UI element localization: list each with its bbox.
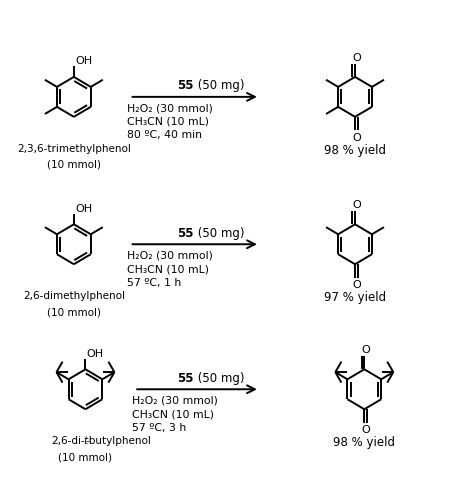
Text: (50 mg): (50 mg) <box>194 79 244 92</box>
Text: (10 mmol): (10 mmol) <box>47 306 101 316</box>
Text: t: t <box>83 435 88 445</box>
Text: O: O <box>352 133 361 143</box>
Text: 55: 55 <box>177 226 194 239</box>
Text: OH: OH <box>75 56 92 66</box>
Text: OH: OH <box>75 204 92 214</box>
Text: 2,6-dimethylphenol: 2,6-dimethylphenol <box>23 291 125 301</box>
Text: 57 ºC, 1 h: 57 ºC, 1 h <box>128 277 182 287</box>
Text: (10 mmol): (10 mmol) <box>47 159 101 169</box>
Text: O: O <box>361 425 370 434</box>
Text: OH: OH <box>87 348 104 358</box>
Text: 98 % yield: 98 % yield <box>324 144 386 156</box>
Text: O: O <box>352 280 361 290</box>
Text: 2,6-di-: 2,6-di- <box>52 435 85 445</box>
Text: CH₃CN (10 mL): CH₃CN (10 mL) <box>128 264 210 274</box>
Text: O: O <box>352 53 361 62</box>
Text: 97 % yield: 97 % yield <box>324 291 386 304</box>
Text: 2,3,6-trimethylphenol: 2,3,6-trimethylphenol <box>17 144 131 154</box>
Text: O: O <box>352 200 361 210</box>
Text: 55: 55 <box>177 371 194 384</box>
Text: O: O <box>361 344 370 354</box>
Text: -butylphenol: -butylphenol <box>85 435 151 445</box>
Text: 80 ºC, 40 min: 80 ºC, 40 min <box>128 130 202 140</box>
Text: 98 % yield: 98 % yield <box>333 435 395 448</box>
Text: (50 mg): (50 mg) <box>194 226 244 239</box>
Text: H₂O₂ (30 mmol): H₂O₂ (30 mmol) <box>132 395 218 405</box>
Text: CH₃CN (10 mL): CH₃CN (10 mL) <box>128 117 210 127</box>
Text: H₂O₂ (30 mmol): H₂O₂ (30 mmol) <box>128 103 213 113</box>
Text: (50 mg): (50 mg) <box>194 371 244 384</box>
Text: CH₃CN (10 mL): CH₃CN (10 mL) <box>132 408 214 419</box>
Text: (10 mmol): (10 mmol) <box>58 451 112 461</box>
Text: H₂O₂ (30 mmol): H₂O₂ (30 mmol) <box>128 251 213 261</box>
Text: 55: 55 <box>177 79 194 92</box>
Text: 57 ºC, 3 h: 57 ºC, 3 h <box>132 422 186 432</box>
